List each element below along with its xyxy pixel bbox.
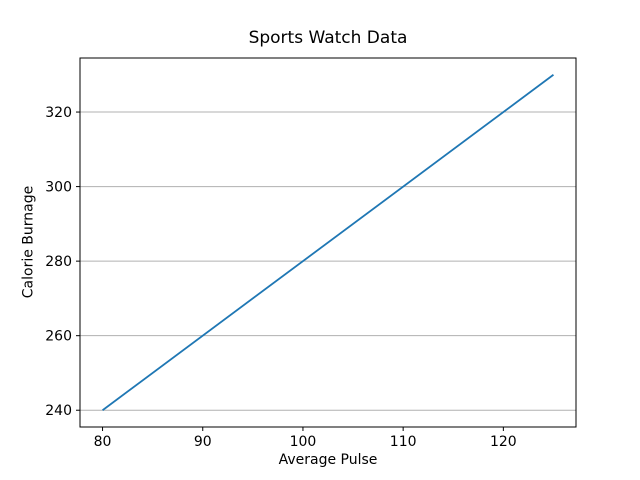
data-line [102,74,554,411]
chart-title: Sports Watch Data [248,28,408,48]
y-tick-label: 260 [45,329,72,345]
x-tick-label: 90 [194,434,212,450]
y-tick-label: 300 [45,180,72,196]
y-tick-label: 320 [45,105,72,121]
y-tick-label: 280 [45,254,72,270]
x-tick-label: 80 [94,434,112,450]
y-tick-label: 240 [45,403,72,419]
x-tick-label: 100 [290,434,317,450]
plot-spines [79,57,577,428]
x-tick-label: 110 [390,434,417,450]
x-axis-label: Average Pulse [278,452,378,468]
x-tick-label: 120 [490,434,517,450]
